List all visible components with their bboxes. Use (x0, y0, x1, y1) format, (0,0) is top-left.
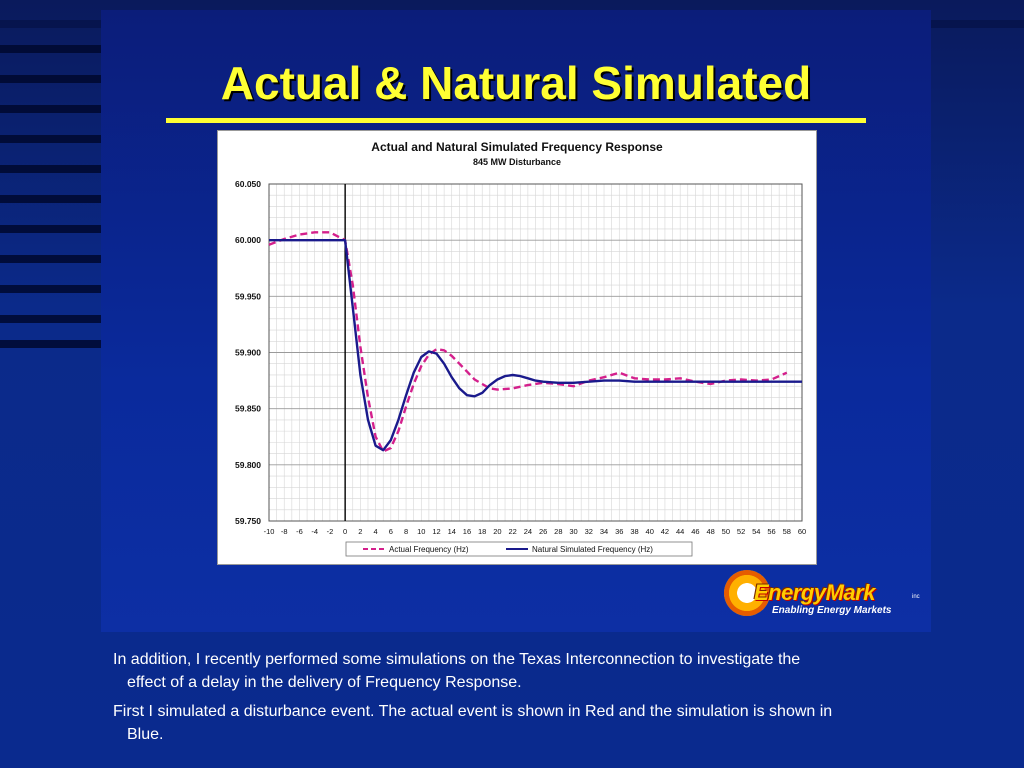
x-tick-label: 30 (569, 527, 577, 536)
series-simulated-line (269, 238, 802, 452)
x-tick-label: 6 (389, 527, 393, 536)
paragraph-1: In addition, I recently performed some s… (113, 651, 801, 691)
x-tick-label: 44 (676, 527, 684, 536)
x-tick-label: 48 (706, 527, 714, 536)
chart-container: Actual and Natural Simulated Frequency R… (217, 130, 817, 565)
x-tick-label: 2 (358, 527, 362, 536)
x-tick-label: 42 (661, 527, 669, 536)
x-tick-label: 4 (374, 527, 378, 536)
x-tick-label: 0 (343, 527, 347, 536)
x-tick-label: 46 (691, 527, 699, 536)
slide-title: Actual & Natural Simulated (220, 57, 812, 109)
x-tick-label: 16 (463, 527, 471, 536)
title-underline (166, 118, 866, 123)
y-tick-label: 60.050 (235, 179, 261, 189)
x-tick-label: 34 (600, 527, 608, 536)
x-tick-label: 14 (448, 527, 456, 536)
x-tick-label: 36 (615, 527, 623, 536)
x-tick-label: 8 (404, 527, 408, 536)
frequency-response-chart: 60.050 60.000 59.950 59.900 59.850 59.800 59.7… (235, 179, 807, 557)
y-tick-label: 60.000 (235, 235, 261, 245)
x-tick-label: -2 (327, 527, 334, 536)
logo-emblem-icon (724, 570, 770, 616)
y-tick-labels: 60.050 60.000 59.950 59.900 59.850 59.800 59.7… (235, 179, 261, 526)
x-tick-label: 58 (783, 527, 791, 536)
x-tick-label: 32 (585, 527, 593, 536)
x-tick-label: -10 (264, 527, 275, 536)
x-tick-label: 28 (554, 527, 562, 536)
energymark-logo: EnergyMark inc Enabling Energy Markets (724, 570, 924, 622)
series-actual-line (268, 231, 788, 453)
chart-subtitle: 845 MW Disturbance (472, 157, 562, 167)
logo-tagline: Enabling Energy Markets (772, 605, 892, 616)
x-tick-label: -4 (311, 527, 318, 536)
series (268, 231, 802, 453)
y-tick-label: 59.750 (235, 516, 261, 526)
y-tick-label: 59.950 (235, 291, 261, 301)
x-tick-label: 10 (417, 527, 425, 536)
x-tick-label: 20 (493, 527, 501, 536)
slide-body: In addition, I recently performed some s… (113, 648, 833, 752)
logo-suffix: inc (912, 594, 920, 600)
y-tick-label: 59.800 (235, 460, 261, 470)
x-tick-label: 54 (752, 527, 760, 536)
x-tick-label: 40 (646, 527, 654, 536)
x-tick-label: -8 (281, 527, 288, 536)
legend: Actual Frequency (Hz) Natural Simulated F… (345, 541, 693, 557)
chart-title: Actual and Natural Simulated Frequency R… (371, 140, 663, 154)
x-tick-label: 52 (737, 527, 745, 536)
grid (268, 183, 803, 522)
x-tick-label: 50 (722, 527, 730, 536)
x-tick-label: 18 (478, 527, 486, 536)
x-tick-label: -6 (296, 527, 303, 536)
paragraph-2: First I simulated a disturbance event. T… (113, 703, 833, 743)
legend-label: Natural Simulated Frequency (Hz) (532, 545, 653, 554)
x-tick-label: 12 (432, 527, 440, 536)
x-tick-label: 26 (539, 527, 547, 536)
x-tick-label: 56 (767, 527, 775, 536)
x-tick-label: 60 (798, 527, 806, 536)
x-tick-labels: -10 -8 -6 -4 -2 0 2 4 6 8 10 12 14 16 18 20 22 24 26 28 30 32… (264, 527, 807, 536)
y-tick-label: 59.900 (235, 348, 261, 358)
y-tick-label: 59.850 (235, 404, 261, 414)
logo-name: EnergyMark (754, 580, 875, 605)
plot-border (268, 183, 803, 522)
legend-label: Actual Frequency (Hz) (389, 545, 469, 554)
x-tick-label: 22 (508, 527, 516, 536)
x-tick-label: 24 (524, 527, 532, 536)
x-tick-label: 38 (630, 527, 638, 536)
